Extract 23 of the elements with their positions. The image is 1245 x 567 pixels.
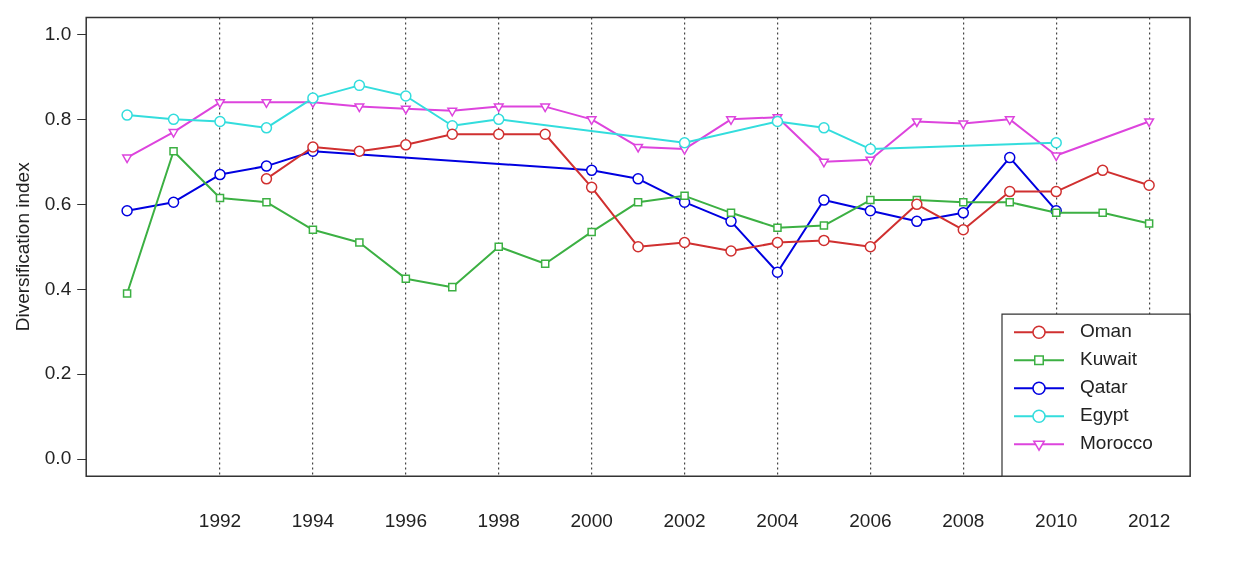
x-tick-label: 2004 (756, 509, 800, 531)
x-tick-label: 2006 (849, 509, 892, 531)
y-axis-title: Diversification index (11, 161, 33, 332)
x-tick-label: 1996 (384, 509, 427, 531)
x-tick-label: 1994 (291, 509, 335, 531)
x-tick-label: 1992 (198, 509, 242, 531)
legend-label: Morocco (1080, 432, 1153, 454)
y-tick-label: 1.0 (44, 22, 72, 44)
legend-label: Oman (1080, 320, 1132, 342)
x-tick-label: 2000 (570, 509, 613, 531)
x-tick-label: 2002 (663, 509, 706, 531)
y-tick-label: 0.4 (44, 277, 72, 299)
y-tick-label: 0.2 (44, 362, 72, 384)
x-tick-label: 1998 (477, 509, 520, 531)
x-tick-label: 2010 (1035, 509, 1078, 531)
legend-label: Kuwait (1080, 348, 1138, 370)
y-tick-label: 0.8 (44, 107, 72, 129)
y-tick-label: 0.6 (44, 192, 72, 214)
legend-label: Qatar (1080, 376, 1129, 398)
x-tick-label: 2008 (942, 509, 985, 531)
y-tick-label: 0.0 (44, 447, 72, 469)
legend-label: Egypt (1080, 404, 1130, 426)
x-tick-label: 2012 (1127, 509, 1171, 531)
